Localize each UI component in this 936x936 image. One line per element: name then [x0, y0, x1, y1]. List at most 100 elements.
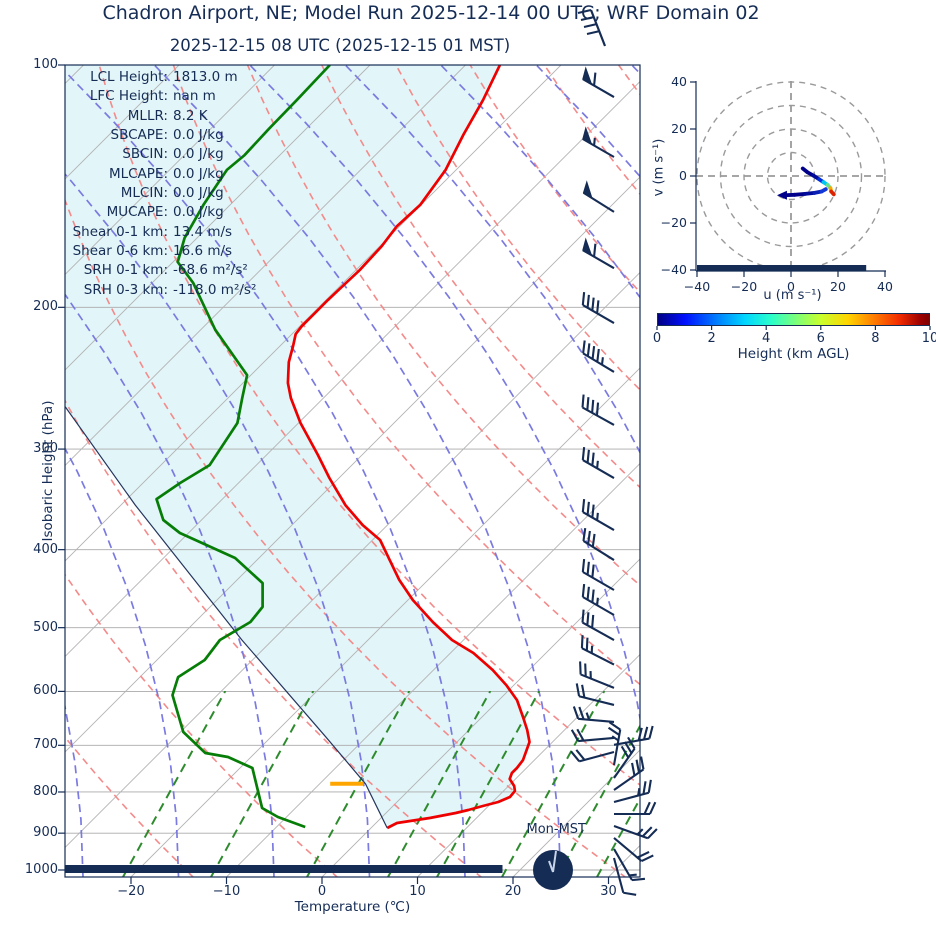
colorbar-tick-label: 8	[871, 331, 880, 346]
mixing-ratio-line	[556, 724, 640, 877]
pressure-tick-label: 200	[33, 299, 58, 315]
mixing-ratio-line	[210, 691, 315, 877]
pressure-tick-label: 100	[33, 57, 58, 72]
stat-row-shear-0-6-km-: Shear 0-6 km: 16.6 m/s	[0, 242, 400, 261]
stat-label: MLCAPE:	[108, 165, 168, 182]
moist-adiabat-line	[535, 65, 640, 178]
temperature-tick-label: −10	[212, 884, 241, 899]
stat-label: SRH 0-1 km:	[83, 262, 168, 279]
dry-adiabat-line	[321, 65, 640, 489]
stat-value: 0.0 J/kg	[173, 165, 224, 182]
stat-value: 0.0 J/kg	[173, 146, 224, 163]
dry-adiabat-line	[65, 398, 483, 877]
isotherm-gridline	[226, 462, 640, 877]
isotherm-gridline	[65, 65, 466, 467]
clock-day-label: Mon-MST	[526, 822, 586, 837]
moist-adiabat-line	[65, 446, 180, 877]
dry-adiabat-line	[172, 65, 640, 686]
temperature-tick-label: −20	[117, 884, 145, 899]
pressure-tick-label: 400	[33, 541, 58, 557]
stat-label: MUCAPE:	[106, 204, 168, 221]
hodo-v-tick-label: 0	[679, 168, 687, 183]
colorbar-tick-label: 10	[921, 331, 936, 346]
hodo-u-tick-label: 20	[830, 279, 846, 294]
stat-value: 1813.0 m	[173, 69, 238, 85]
mixing-ratio-line	[596, 796, 640, 877]
height-colorbar	[657, 313, 930, 326]
colorbar-tick-label: 0	[652, 331, 662, 346]
moist-adiabat-line	[249, 65, 640, 723]
stat-label: LCL Height:	[90, 69, 168, 85]
isotherm-gridline	[417, 653, 640, 877]
dry-adiabat-line	[65, 735, 195, 877]
skewt-axes-frame	[64, 64, 641, 878]
temperature-axis-label: Temperature (℃)	[294, 899, 411, 915]
stat-label: MLCIN:	[120, 185, 168, 202]
hodo-v-tick-label: −40	[660, 262, 687, 277]
stat-row-srh-0-3-km-: SRH 0-3 km: -118.0 m²/s²	[0, 281, 400, 300]
colorbar-tick-label: 2	[707, 331, 716, 346]
stat-row-srh-0-1-km-: SRH 0-1 km: -68.6 m²/s²	[0, 261, 400, 280]
stat-label: SBCIN:	[122, 146, 168, 163]
mixing-ratio-line	[387, 691, 492, 877]
cin-shade-region	[65, 65, 530, 828]
stat-label: MLLR:	[127, 107, 168, 124]
stat-value: 13.4 m/s	[173, 223, 233, 240]
stat-label: Shear 0-6 km:	[72, 243, 168, 260]
isotherm-gridline	[130, 367, 640, 877]
stat-row-mucape-: MUCAPE: 0.0 J/kg	[0, 203, 400, 222]
isotherm-gridline	[321, 558, 640, 877]
hodo-v-tick-label: 40	[671, 74, 687, 89]
isotherm-gridline	[65, 65, 275, 276]
hodograph-trace-segment	[829, 189, 836, 197]
temperature-tick-label: 20	[504, 884, 522, 899]
isotherm-gridline	[65, 80, 640, 658]
hodograph-inset	[690, 81, 886, 277]
isotherm-gridline	[512, 749, 640, 877]
clock-icon	[533, 850, 573, 890]
moist-adiabat-line	[153, 65, 562, 877]
hodograph-u-axis-label: u (m s⁻¹)	[763, 288, 822, 303]
stat-row-lcl-height-: LCL Height: 1813.0 m	[0, 68, 400, 87]
stat-value: 0.0 J/kg	[173, 185, 224, 202]
moist-adiabat-line	[65, 702, 84, 877]
dry-adiabat-line	[98, 65, 640, 786]
pressure-tick-label: 300	[33, 441, 58, 457]
stat-value: -118.0 m²/s²	[173, 281, 257, 298]
hodograph-trace-segment	[819, 187, 828, 194]
stat-row-mllr-: MLLR: 8.2 K	[0, 107, 400, 126]
stat-row-shear-0-1-km-: Shear 0-1 km: 13.4 m/s	[0, 223, 400, 242]
stat-value: 0.0 J/kg	[173, 204, 224, 221]
dry-adiabat-line	[65, 573, 339, 877]
profiles	[65, 65, 531, 830]
sounding-stats-block: LCL Height: 1813.0 m LFC Height: nan m MLLR:…	[0, 68, 400, 300]
page-title: Chadron Airport, NE; Model Run 2025-12-1…	[102, 2, 760, 24]
mixing-ratio-line	[501, 691, 606, 877]
hodo-u-tick-label: −40	[683, 279, 711, 294]
valid-time-subtitle: 2025-12-15 08 UTC (2025-12-15 01 MST)	[169, 36, 511, 55]
temperature-tick-label: 30	[600, 884, 617, 899]
stat-row-mlcape-: MLCAPE: 0.0 J/kg	[0, 165, 400, 184]
mixing-ratio-line	[122, 691, 227, 877]
isotherm-gridline	[65, 176, 640, 753]
stat-value: 8.2 K	[173, 107, 208, 124]
subtitle-wind-barb-icon	[577, 9, 607, 47]
pressure-tick-label: 800	[33, 783, 58, 799]
pressure-tick-label: 900	[33, 825, 58, 841]
colorbar-tick-label: 4	[762, 331, 771, 346]
mixing-lines	[122, 691, 640, 877]
pressure-tick-label: 500	[33, 619, 58, 635]
mixing-ratio-line	[436, 691, 541, 877]
stat-value: 16.6 m/s	[173, 243, 233, 260]
moist-adiabat-line	[344, 65, 640, 455]
stat-value: nan m	[173, 88, 216, 105]
dewpoint-profile-line	[155, 65, 331, 829]
moist-adiabat-line	[65, 70, 466, 877]
moist-adiabat-line	[440, 65, 640, 299]
moist-adiabat-line	[65, 172, 371, 877]
stat-label: SBCAPE:	[110, 127, 168, 144]
stat-label: SRH 0-3 km:	[83, 281, 168, 298]
hodograph-trace-arrowhead	[776, 190, 787, 200]
